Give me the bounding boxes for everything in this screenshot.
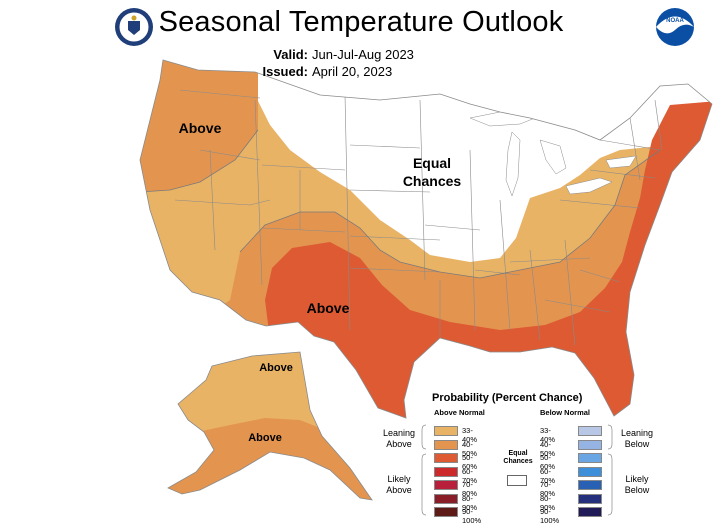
below-range-label: 90-100%	[540, 507, 560, 525]
valid-row: Valid: Jun-Jul-Aug 2023	[254, 46, 414, 63]
leaning-above-label: Leaning Above	[382, 428, 416, 449]
below-range-label: 50-60%	[540, 453, 556, 471]
legend: Probability (Percent Chance) Above Norma…	[372, 392, 664, 526]
below-range-label: 40-50%	[540, 439, 556, 458]
legend-brackets	[421, 424, 613, 516]
above-range-label: 80-90%	[462, 493, 478, 512]
valid-label: Valid:	[273, 47, 308, 62]
alaska-outline	[167, 351, 373, 501]
label-chances: Chances	[403, 173, 462, 189]
leaning-below-label: Leaning Below	[620, 428, 654, 449]
conus-outline	[139, 59, 713, 419]
noaa-logo-icon: NOAA	[656, 8, 694, 46]
above-swatch	[434, 507, 458, 517]
issued-label: Issued:	[262, 64, 308, 79]
label-equal: Equal	[413, 155, 451, 171]
above-range-label: 60-70%	[462, 466, 478, 485]
above-swatch	[434, 466, 458, 477]
equal-chances-label: Equal Chances	[503, 450, 533, 465]
above-swatch	[434, 439, 458, 450]
strong-above-zone	[265, 100, 712, 418]
below-range-label: 80-90%	[540, 493, 556, 512]
legend-title: Probability (Percent Chance)	[432, 392, 583, 404]
below-range-label: 70-80%	[540, 480, 556, 498]
below-normal-header: Below Normal	[540, 408, 591, 417]
above-range-label: 90-100%	[462, 507, 482, 525]
above-range-label: 40-50%	[462, 439, 478, 458]
issued-row: Issued: April 20, 2023	[254, 63, 414, 80]
below-swatch	[578, 480, 602, 490]
noaa-logo-text: NOAA	[666, 18, 684, 24]
page-title: Seasonal Temperature Outlook	[158, 6, 564, 38]
above-normal-header: Above Normal	[434, 408, 485, 417]
above-range-label: 70-80%	[462, 480, 478, 498]
likely-below-label: Likely Below	[624, 474, 650, 495]
valid-value: Jun-Jul-Aug 2023	[312, 47, 414, 62]
equal-chances-swatch	[507, 475, 527, 486]
above-range-label: 50-60%	[462, 453, 478, 471]
label-alaska-south: Above	[248, 432, 282, 444]
issuance-info: Valid: Jun-Jul-Aug 2023 Issued: April 20, …	[254, 46, 414, 80]
above-swatch	[434, 426, 458, 436]
above-swatch	[434, 493, 458, 504]
below-swatch	[578, 439, 602, 450]
northwest-mid-zone	[140, 60, 258, 192]
state-boundaries	[174, 89, 663, 346]
below-swatch	[578, 453, 602, 463]
label-southwest: Above	[307, 300, 350, 316]
above-swatch	[434, 453, 458, 463]
label-northwest: Above	[179, 120, 222, 136]
below-swatch	[578, 507, 602, 517]
label-alaska-north: Above	[259, 362, 293, 374]
above-range-label: 33-40%	[462, 426, 478, 444]
below-range-label: 33-40%	[540, 426, 556, 444]
below-range-label: 60-70%	[540, 466, 556, 485]
likely-above-label: Likely Above	[386, 474, 412, 495]
issued-value: April 20, 2023	[312, 64, 393, 79]
zone-outlines	[140, 129, 661, 279]
below-swatch	[578, 426, 602, 436]
above-swatch	[434, 480, 458, 490]
below-swatch	[578, 466, 602, 477]
below-swatch	[578, 493, 602, 504]
commerce-seal-icon	[115, 8, 153, 46]
